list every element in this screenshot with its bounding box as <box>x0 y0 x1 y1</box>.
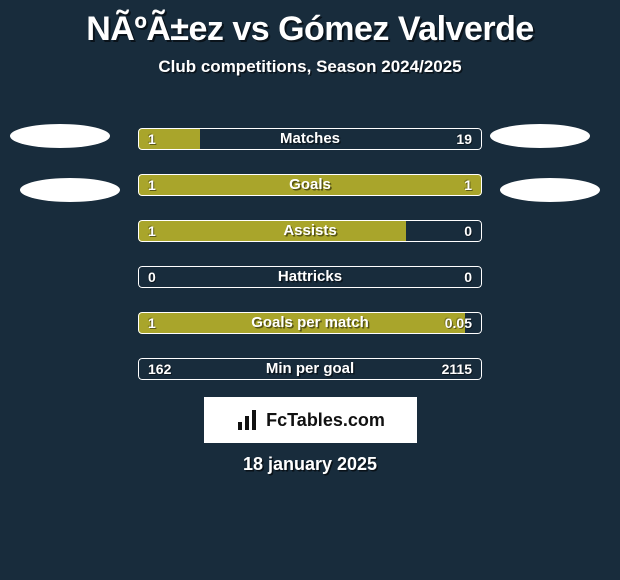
stat-row: 10Assists <box>138 220 482 242</box>
stat-row: 10.05Goals per match <box>138 312 482 334</box>
stat-row: 1622115Min per goal <box>138 358 482 380</box>
stat-label: Goals per match <box>138 312 482 334</box>
stat-label: Hattricks <box>138 266 482 288</box>
date-text: 18 january 2025 <box>0 454 620 475</box>
stat-row: 11Goals <box>138 174 482 196</box>
stat-label: Min per goal <box>138 358 482 380</box>
page-subtitle: Club competitions, Season 2024/2025 <box>0 57 620 77</box>
brand-text: FcTables.com <box>266 410 385 431</box>
stat-row: 119Matches <box>138 128 482 150</box>
stat-label: Matches <box>138 128 482 150</box>
chart-icon <box>236 408 260 432</box>
brand-footer: FcTables.com <box>204 397 417 443</box>
page-title: NÃºÃ±ez vs Gómez Valverde <box>0 0 620 49</box>
stat-label: Goals <box>138 174 482 196</box>
stat-bars: 119Matches 11Goals 10Assists 00Hattricks 10.… <box>138 128 482 404</box>
stat-row: 00Hattricks <box>138 266 482 288</box>
title-text: NÃºÃ±ez vs Gómez Valverde <box>86 10 534 48</box>
comparison-card: NÃºÃ±ez vs Gómez Valverde Club competiti… <box>0 0 620 580</box>
subtitle-text: Club competitions, Season 2024/2025 <box>158 57 461 76</box>
stat-label: Assists <box>138 220 482 242</box>
